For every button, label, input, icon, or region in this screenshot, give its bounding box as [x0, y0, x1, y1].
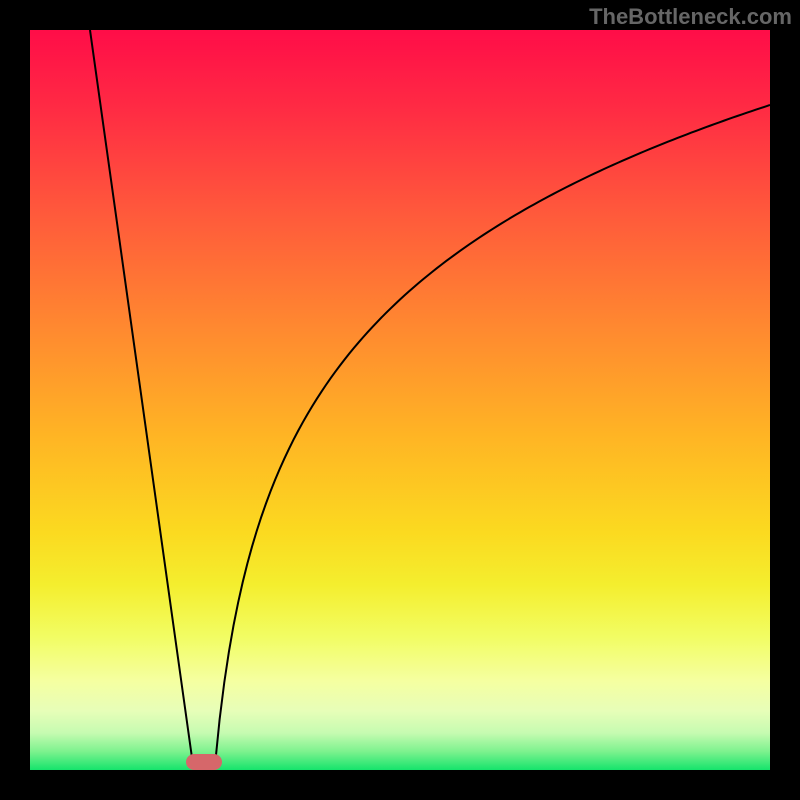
bottleneck-marker: [186, 754, 222, 770]
plot-area: [30, 30, 770, 770]
plot-svg: [30, 30, 770, 770]
chart-container: TheBottleneck.com: [0, 0, 800, 800]
watermark-text: TheBottleneck.com: [589, 4, 792, 30]
